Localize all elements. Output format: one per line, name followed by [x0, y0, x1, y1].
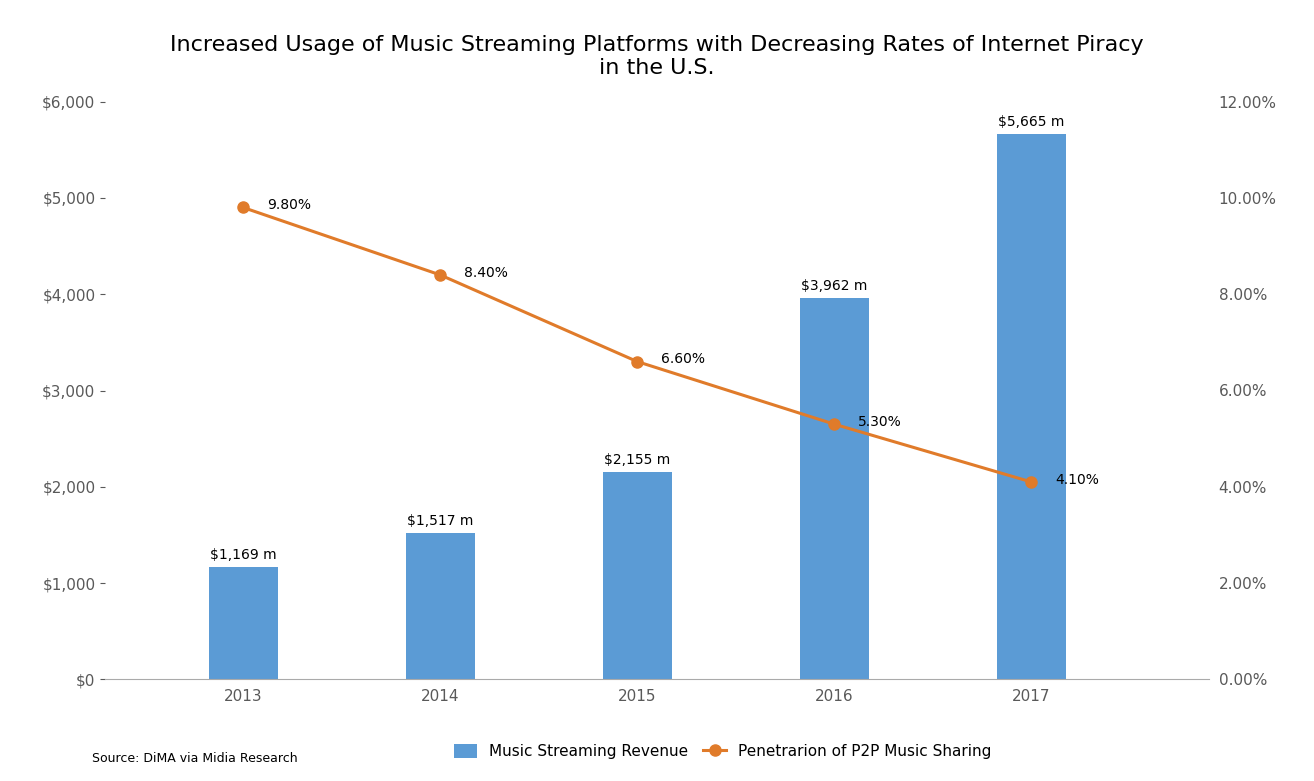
Penetrarion of P2P Music Sharing: [629, 357, 645, 366]
Penetrarion of P2P Music Sharing: [432, 270, 448, 280]
Text: $2,155 m: $2,155 m: [604, 453, 670, 466]
Legend: Music Streaming Revenue, Penetrarion of P2P Music Sharing: Music Streaming Revenue, Penetrarion of …: [448, 738, 997, 765]
Bar: [603, 472, 671, 679]
Text: 9.80%: 9.80%: [267, 198, 310, 212]
Text: 5.30%: 5.30%: [858, 415, 901, 429]
Text: Source: DiMA via Midia Research: Source: DiMA via Midia Research: [92, 752, 297, 765]
Penetrarion of P2P Music Sharing: [1024, 477, 1039, 487]
Text: $1,517 m: $1,517 m: [407, 514, 473, 528]
Text: 4.10%: 4.10%: [1055, 473, 1099, 487]
Penetrarion of P2P Music Sharing: [235, 203, 251, 212]
Text: $5,665 m: $5,665 m: [999, 115, 1064, 129]
Text: 8.40%: 8.40%: [464, 266, 507, 280]
Title: Increased Usage of Music Streaming Platforms with Decreasing Rates of Internet P: Increased Usage of Music Streaming Platf…: [171, 34, 1143, 78]
Line: Penetrarion of P2P Music Sharing: Penetrarion of P2P Music Sharing: [238, 202, 1037, 487]
Bar: [800, 298, 869, 679]
Bar: [406, 533, 474, 679]
Penetrarion of P2P Music Sharing: [827, 419, 842, 429]
Bar: [997, 134, 1066, 679]
Text: $3,962 m: $3,962 m: [802, 279, 867, 293]
Text: $1,169 m: $1,169 m: [210, 547, 276, 562]
Bar: [209, 567, 277, 679]
Text: 6.60%: 6.60%: [661, 352, 704, 366]
